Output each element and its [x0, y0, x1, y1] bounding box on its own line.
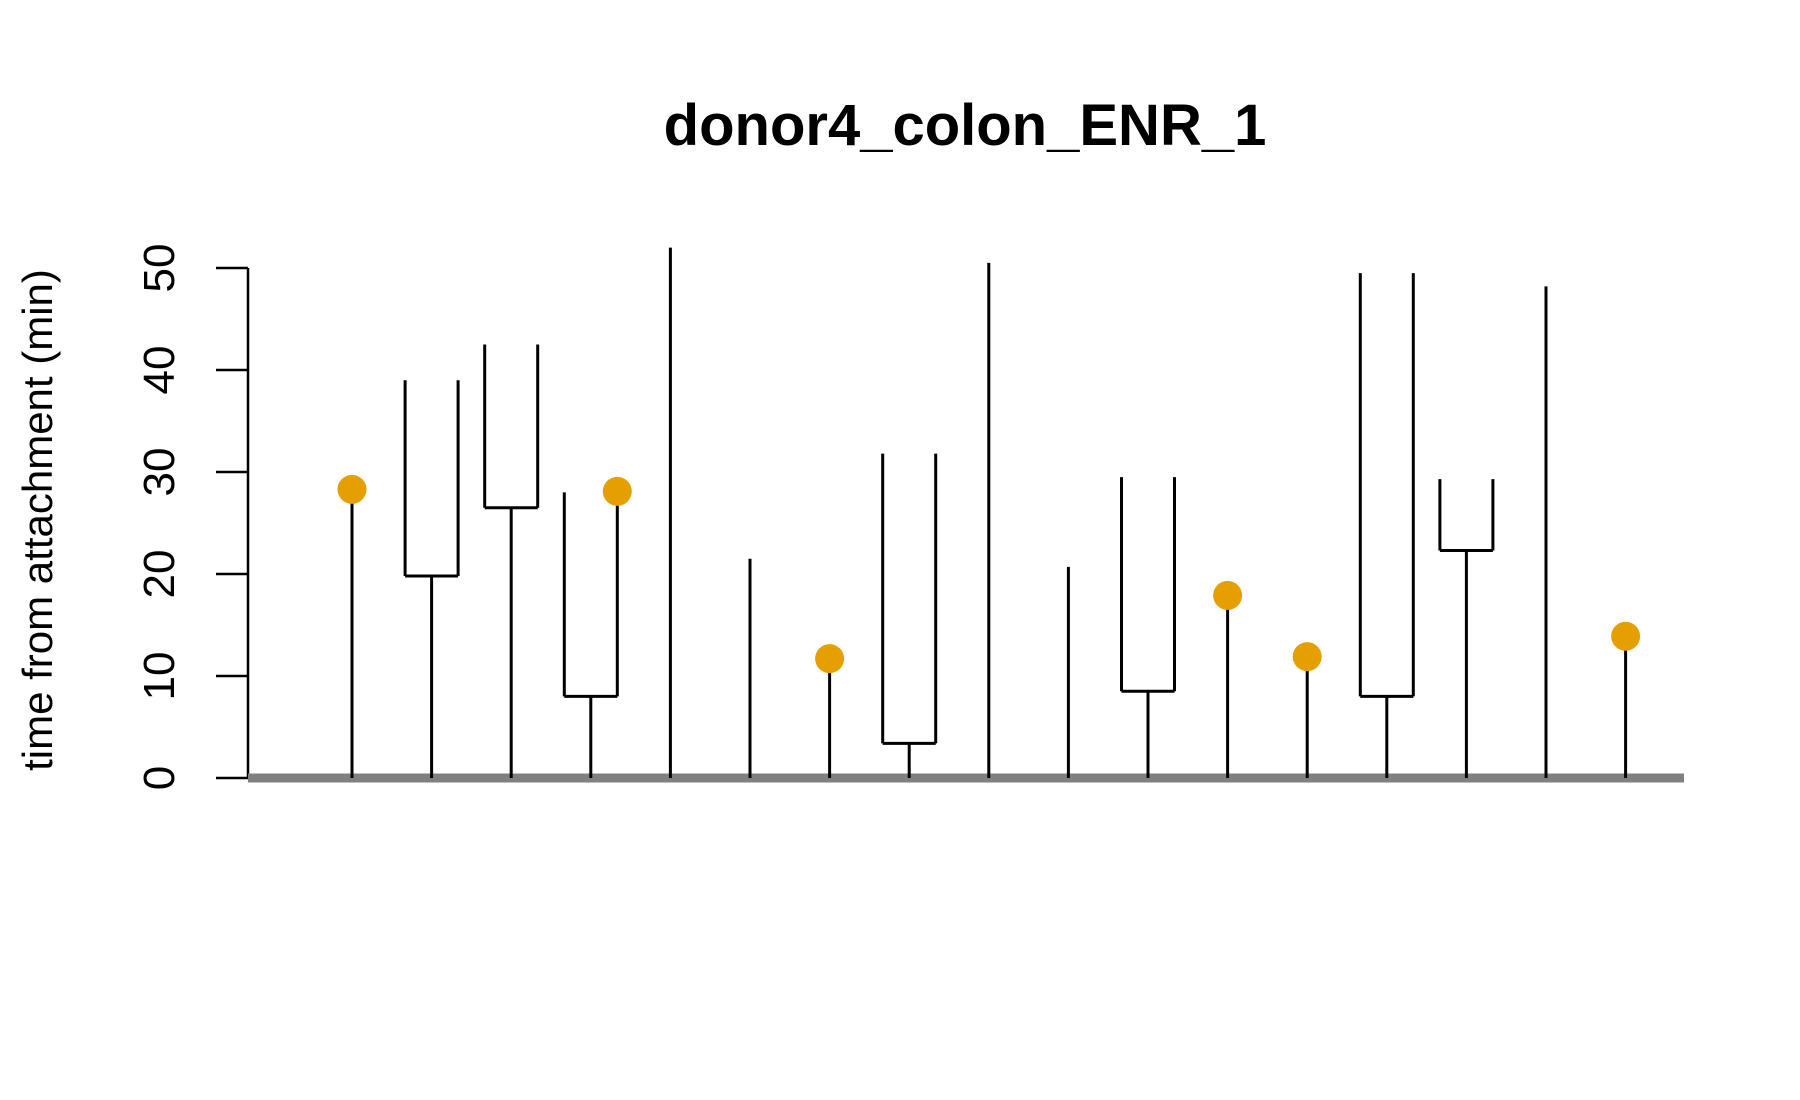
cell-end-marker: [602, 476, 632, 506]
y-axis: 0 10 20 30 40 50: [135, 244, 250, 790]
y-tick-label: 50: [135, 244, 184, 293]
y-tick-label: 40: [135, 346, 184, 395]
cell-end-marker: [1292, 642, 1322, 672]
y-tick-label: 10: [135, 652, 184, 701]
cell-end-marker: [337, 474, 367, 504]
cell-end-marker: [1213, 580, 1243, 610]
y-tick-label: 20: [135, 550, 184, 599]
lineage-trees: [337, 247, 1641, 778]
y-axis-label: time from attachment (min): [14, 269, 61, 771]
cell-end-marker: [1611, 621, 1641, 651]
y-tick-label: 30: [135, 448, 184, 497]
cell-end-marker: [815, 644, 845, 674]
chart-title: donor4_colon_ENR_1: [664, 93, 1267, 158]
y-tick-label: 0: [135, 766, 184, 790]
